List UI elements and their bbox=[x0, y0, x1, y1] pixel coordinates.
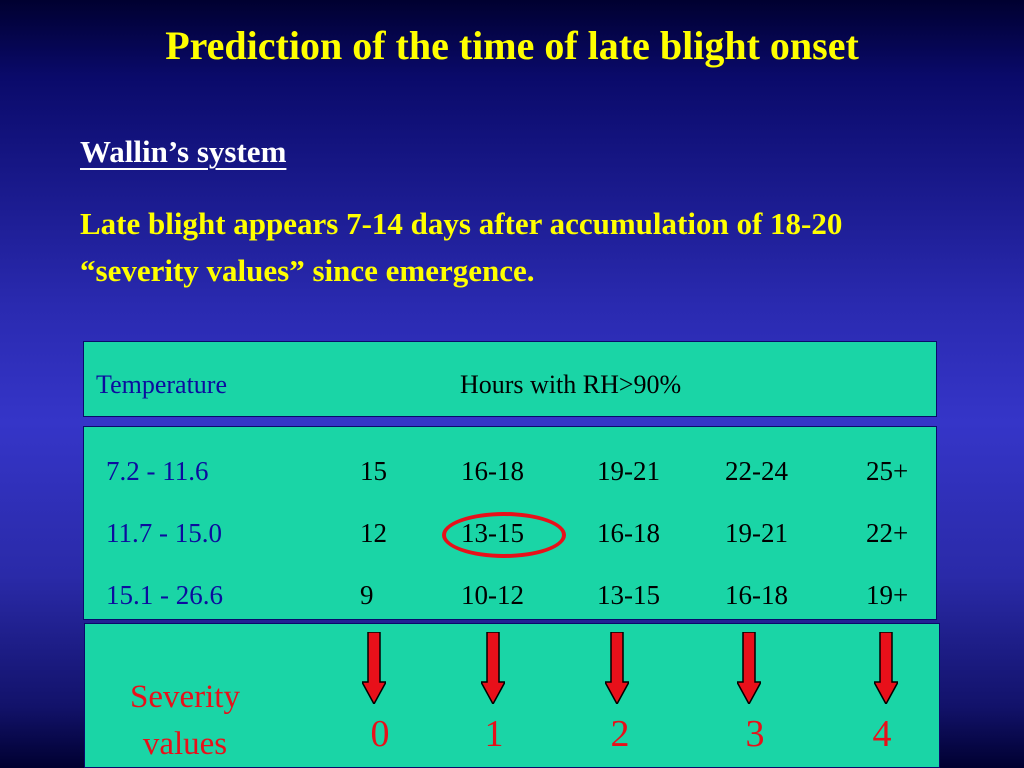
hours-cell: 22+ bbox=[866, 518, 909, 548]
severity-label-line1: Severity bbox=[130, 679, 240, 715]
hours-cell: 16-18 bbox=[461, 456, 524, 486]
hours-cell: 10-12 bbox=[461, 580, 524, 610]
highlight-circle bbox=[442, 512, 566, 558]
table-header: Temperature Hours with RH>90% bbox=[83, 341, 937, 417]
down-arrow-icon bbox=[481, 632, 505, 704]
down-arrow-icon bbox=[737, 632, 761, 704]
slide-title: Prediction of the time of late blight on… bbox=[165, 23, 859, 68]
down-arrow-icon bbox=[874, 632, 898, 704]
table-row: 15.1 - 26.6 9 10-12 13-15 16-18 19+ bbox=[84, 575, 938, 615]
hours-cell: 19-21 bbox=[725, 518, 788, 548]
hours-cell: 25+ bbox=[866, 456, 909, 486]
severity-value: 0 bbox=[370, 713, 390, 755]
temperature-cell: 15.1 - 26.6 bbox=[106, 580, 223, 610]
hours-cell: 22-24 bbox=[725, 456, 788, 486]
severity-value: 1 bbox=[484, 713, 504, 755]
severity-label-line2: values bbox=[142, 726, 228, 762]
body-text: Late blight appears 7-14 days after accu… bbox=[80, 206, 843, 288]
down-arrow-icon bbox=[605, 632, 629, 704]
severity-label: Severity values bbox=[105, 674, 265, 768]
temperature-cell: 11.7 - 15.0 bbox=[106, 518, 222, 548]
hours-cell: 15 bbox=[360, 456, 387, 486]
hours-cell: 9 bbox=[360, 580, 374, 610]
hours-cell: 16-18 bbox=[725, 580, 788, 610]
severity-value: 4 bbox=[872, 713, 892, 755]
header-hours: Hours with RH>90% bbox=[460, 370, 682, 399]
hours-cell: 12 bbox=[360, 518, 387, 548]
severity-panel: Severity values 0 1 2 3 4 bbox=[84, 623, 940, 768]
table-row: 11.7 - 15.0 12 13-15 16-18 19-21 22+ bbox=[84, 513, 938, 553]
hours-cell: 19-21 bbox=[597, 456, 660, 486]
hours-cell: 13-15 bbox=[597, 580, 660, 610]
table-row: 7.2 - 11.6 15 16-18 19-21 22-24 25+ bbox=[84, 451, 938, 491]
header-temperature: Temperature bbox=[96, 370, 227, 399]
hours-cell: 19+ bbox=[866, 580, 909, 610]
severity-value: 3 bbox=[745, 713, 765, 755]
down-arrow-icon bbox=[362, 632, 386, 704]
hours-cell: 16-18 bbox=[597, 518, 660, 548]
subheading: Wallin’s system bbox=[80, 134, 287, 169]
severity-value: 2 bbox=[610, 713, 630, 755]
temperature-cell: 7.2 - 11.6 bbox=[106, 456, 209, 486]
table-body: 7.2 - 11.6 15 16-18 19-21 22-24 25+ 11.7… bbox=[83, 426, 937, 620]
